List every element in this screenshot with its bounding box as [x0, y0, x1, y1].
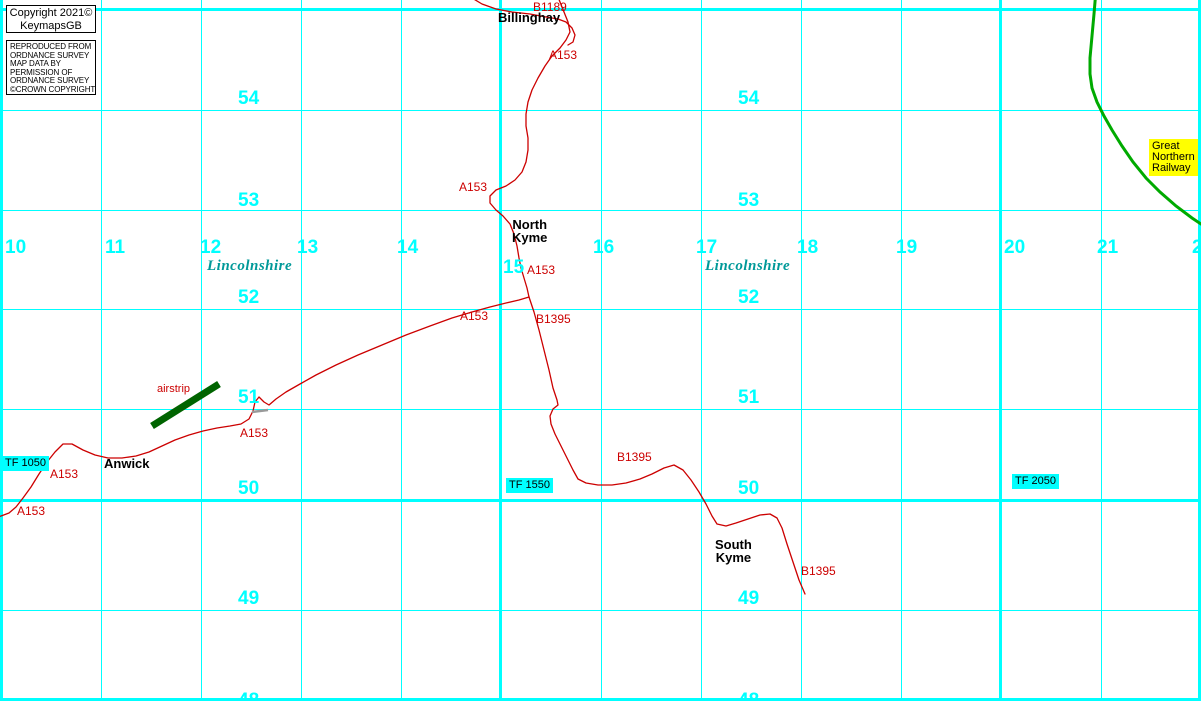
railway-label-line: Northern	[1152, 151, 1195, 163]
road-b1395-main	[528, 296, 806, 595]
copyright-notice-line-4: PERMISSION OF	[10, 67, 73, 77]
road-a153-west	[0, 296, 530, 517]
copyright-notice-line-2: ORDNANCE SURVEY	[10, 50, 90, 60]
copyright-notice-line-3: MAP DATA BY	[10, 59, 61, 69]
railway-great-northern	[1088, 0, 1201, 226]
airstrip-line	[150, 381, 221, 429]
copyright-notice-line-6: ©CROWN COPYRIGHT	[10, 84, 96, 94]
grid-horizontal-minor	[0, 110, 1201, 611]
copyright-title-box: Copyright 2021© KeymapsGB	[6, 5, 96, 33]
road-bridge-marks	[251, 408, 269, 414]
railway-label-line: Railway	[1152, 162, 1191, 174]
road-a153-north	[489, 0, 571, 298]
railway-label-line: Great	[1152, 140, 1180, 152]
copyright-notice-line-1: REPRODUCED FROM	[10, 42, 92, 51]
gridref-label-tf1550[interactable]: TF 1550	[506, 478, 553, 493]
grid-vertical-minor	[101, 0, 1102, 701]
railway-label-great-northern[interactable]: Great Northern Railway	[1149, 139, 1198, 176]
copyright-title-line2: KeymapsGB	[20, 20, 82, 32]
grid-horizontal-major	[0, 8, 1201, 701]
gridref-label-tf2050[interactable]: TF 2050	[1012, 474, 1059, 489]
copyright-notice-line-5: ORDNANCE SURVEY	[10, 76, 90, 86]
gridref-label-tf1050[interactable]: TF 1050	[2, 456, 49, 471]
copyright-notice-box: REPRODUCED FROM ORDNANCE SURVEY MAP DATA…	[6, 40, 96, 95]
road-network	[0, 0, 806, 595]
copyright-title-line1: Copyright 2021©	[9, 7, 93, 19]
road-b1189	[474, 0, 576, 46]
